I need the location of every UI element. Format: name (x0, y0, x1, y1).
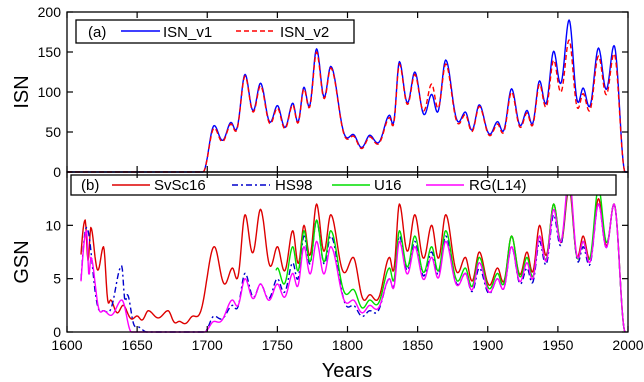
y-tick-label-a-0: 0 (53, 164, 61, 180)
panel-a-legend: (a) ISN_v1 ISN_v2 (75, 19, 355, 44)
x-tick-label-2000: 2000 (612, 337, 643, 353)
legend-label-rg-l14: RG(L14) (469, 177, 527, 194)
x-tick-label-1750: 1750 (262, 337, 293, 353)
y-tick-label-b-0: 0 (53, 324, 61, 340)
panel-b-ticks: 0 5 10 1600 1650 1700 1750 1800 1850 1900 1950 2000 (45, 172, 644, 353)
x-tick-label-1850: 1850 (402, 337, 433, 353)
x-tick-label-1700: 1700 (192, 337, 223, 353)
legend-label-hs98: HS98 (275, 177, 313, 194)
panel-a-ticks: 0 50 100 150 200 (38, 4, 629, 180)
panel-b: 0 5 10 1600 1650 1700 1750 1800 1850 1900 1950 2000… (11, 171, 644, 382)
y-axis-title-gsn: GSN (11, 240, 33, 283)
x-tick-label-1650: 1650 (122, 337, 153, 353)
y-tick-label-a-150: 150 (38, 44, 62, 60)
panel-b-legend: (b) SvSc16 HS98 U16 RG(L14) (81, 177, 527, 194)
panel-a: 0 50 100 150 200 (a) ISN_v1 ISN_v2 ISN (11, 4, 629, 180)
y-tick-label-b-5: 5 (53, 271, 61, 287)
legend-label-isn-v1: ISN_v1 (163, 24, 212, 41)
legend-label-svsc16: SvSc16 (154, 177, 206, 194)
legend-a-box (75, 19, 355, 44)
y-tick-label-a-50: 50 (45, 124, 61, 140)
x-tick-label-1600: 1600 (51, 337, 82, 353)
x-tick-label-1800: 1800 (332, 337, 363, 353)
series-line-isn-v2 (67, 39, 628, 173)
series-line-svsc16 (80, 187, 626, 333)
x-tick-label-1900: 1900 (472, 337, 503, 353)
panel-b-label: (b) (81, 177, 99, 194)
x-tick-label-1950: 1950 (542, 337, 573, 353)
y-tick-label-b-10: 10 (45, 217, 61, 233)
y-axis-title-isn: ISN (11, 75, 33, 108)
legend-label-u16: U16 (374, 177, 402, 194)
legend-label-isn-v2: ISN_v2 (280, 24, 329, 41)
y-tick-label-a-200: 200 (38, 4, 62, 20)
y-tick-label-a-100: 100 (38, 84, 62, 100)
x-axis-title: Years (322, 360, 372, 382)
panel-a-label: (a) (88, 24, 106, 41)
